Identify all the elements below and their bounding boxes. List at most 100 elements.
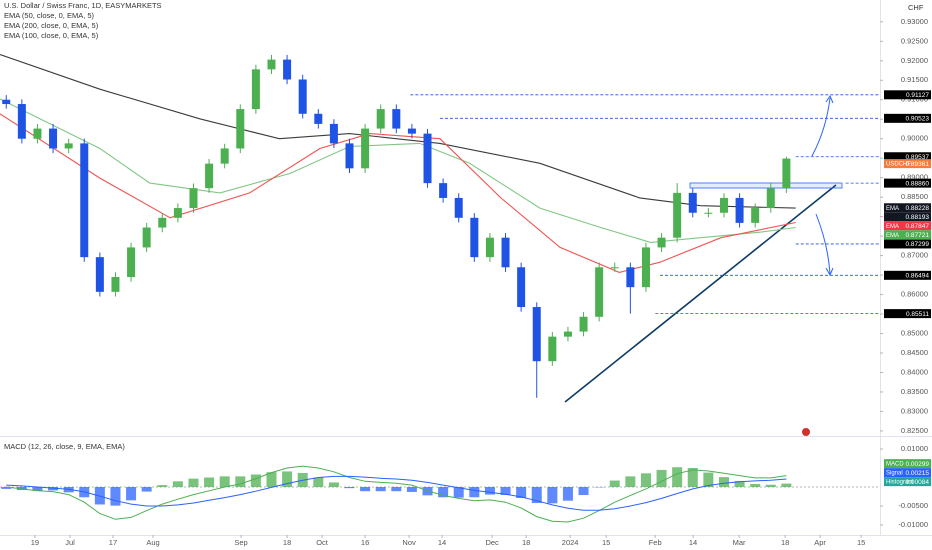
histogram-bar bbox=[375, 487, 386, 492]
histogram-bar bbox=[188, 478, 199, 488]
candle-body bbox=[751, 208, 760, 223]
legend-entry: EMA (200, close, 0, EMA, 5) bbox=[4, 21, 99, 30]
price-tag bbox=[884, 468, 931, 478]
histogram-bar bbox=[453, 487, 464, 498]
price-tag bbox=[884, 309, 931, 319]
histogram-bar bbox=[328, 482, 339, 488]
y-tick-label: -0.01000 bbox=[898, 520, 928, 529]
histogram-bar bbox=[141, 487, 152, 492]
candle-body bbox=[111, 277, 120, 292]
histogram-bar bbox=[625, 476, 636, 488]
candle-body bbox=[735, 197, 744, 223]
price-tag-name: USDCHF bbox=[886, 162, 911, 168]
price-tag bbox=[884, 459, 931, 469]
candle-body bbox=[33, 128, 42, 139]
histogram-bar bbox=[718, 477, 729, 488]
currency: CHF bbox=[908, 3, 924, 12]
candle-body bbox=[205, 163, 214, 189]
x-tick-label: Mar bbox=[733, 538, 746, 547]
histogram-bar bbox=[219, 476, 230, 488]
y-tick-label: 0.01000 bbox=[901, 444, 928, 453]
histogram-bar bbox=[672, 467, 683, 488]
histogram-bar bbox=[609, 480, 620, 488]
x-tick-label: Feb bbox=[649, 538, 662, 547]
histogram-bar bbox=[781, 483, 792, 488]
y-tick-label: 0.85000 bbox=[901, 329, 928, 338]
y-tick-label: 0.84000 bbox=[901, 367, 928, 376]
candle-body bbox=[532, 307, 541, 362]
x-tick-label: 17 bbox=[109, 538, 117, 547]
candle-body bbox=[17, 104, 26, 139]
histogram-bar bbox=[469, 487, 480, 498]
price-tag-label: 0.89361 bbox=[906, 161, 930, 168]
price-tag-name: EMA bbox=[886, 233, 899, 239]
histogram-bar bbox=[266, 472, 277, 488]
candle-body bbox=[641, 247, 650, 288]
histogram-bar bbox=[32, 487, 43, 491]
candle-body bbox=[80, 143, 89, 258]
legend-entry: EMA (100, close, 0, EMA, 5) bbox=[4, 31, 99, 40]
candle-body bbox=[719, 197, 728, 213]
macd-title: MACD (12, 26, close, 9, EMA, EMA) bbox=[4, 442, 125, 451]
price-tag-name: Signal bbox=[886, 471, 903, 477]
y-tick-label: 0.87000 bbox=[901, 251, 928, 260]
price-tag bbox=[884, 212, 931, 222]
price-tag-label: 0.88193 bbox=[906, 214, 930, 221]
candle-body bbox=[423, 133, 432, 184]
price-tag-label: 0.00084 bbox=[906, 479, 930, 486]
histogram-bar bbox=[110, 487, 121, 506]
candle-body bbox=[782, 158, 791, 189]
candle-body bbox=[657, 237, 666, 248]
price-tag bbox=[884, 270, 931, 280]
ema-line bbox=[0, 98, 796, 243]
histogram-bar bbox=[48, 487, 59, 491]
candle-body bbox=[173, 208, 182, 218]
x-tick-label: Jul bbox=[65, 538, 75, 547]
histogram-bar bbox=[703, 472, 714, 488]
up-arrow bbox=[811, 97, 831, 157]
histogram-bar bbox=[1, 487, 12, 489]
candle-body bbox=[220, 148, 229, 164]
candle-body bbox=[579, 316, 588, 332]
price-tag-name: Histogram bbox=[886, 480, 913, 486]
histogram-bar bbox=[250, 474, 261, 488]
price-tag bbox=[884, 221, 931, 231]
price-tag bbox=[884, 239, 931, 249]
price-tag-label: 0.86494 bbox=[906, 273, 930, 280]
legend-entry: EMA (50, close, 0, EMA, 5) bbox=[4, 11, 95, 20]
price-tag bbox=[884, 178, 931, 188]
event-flag bbox=[802, 428, 810, 436]
price-tag bbox=[884, 113, 931, 123]
price-tag-label: 0.87847 bbox=[906, 223, 930, 230]
histogram-bar bbox=[126, 487, 137, 501]
price-tag-name: MACD bbox=[886, 462, 904, 468]
candle-body bbox=[454, 197, 463, 218]
candle-body bbox=[251, 69, 260, 110]
candle-body bbox=[376, 109, 385, 129]
macd-line bbox=[6, 465, 787, 523]
candle-body bbox=[439, 183, 448, 198]
candle-body bbox=[704, 212, 713, 214]
y-tick-label: 0.83500 bbox=[901, 387, 928, 396]
price-tag bbox=[884, 203, 931, 213]
price-tag-label: 0.00299 bbox=[906, 461, 930, 468]
candle-body bbox=[267, 59, 276, 70]
ema-line bbox=[0, 113, 796, 273]
histogram-bar bbox=[438, 487, 449, 498]
price-tag bbox=[884, 152, 931, 162]
price-tag-name: EMA bbox=[886, 224, 899, 230]
y-tick-label: 0.91500 bbox=[901, 75, 928, 84]
price-tag bbox=[884, 159, 931, 169]
candle-body bbox=[766, 188, 775, 209]
candle-body bbox=[158, 217, 167, 228]
candle-body bbox=[673, 192, 682, 238]
histogram-bar bbox=[172, 481, 183, 488]
price-tag-label: 0.91127 bbox=[906, 92, 929, 99]
price-tag bbox=[884, 477, 931, 487]
histogram-bar bbox=[750, 483, 761, 488]
histogram-bar bbox=[406, 487, 417, 492]
trend-line bbox=[564, 184, 837, 403]
price-tag-label: 0.88860 bbox=[906, 180, 930, 187]
x-tick-label: Sep bbox=[234, 538, 247, 547]
